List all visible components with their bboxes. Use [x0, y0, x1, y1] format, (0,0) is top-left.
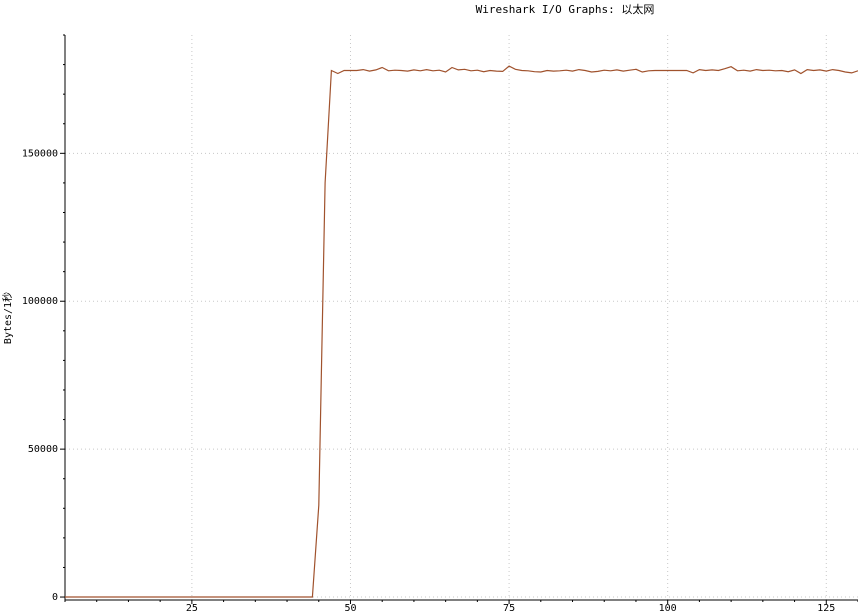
y-tick-label: 50000	[28, 444, 58, 455]
series-layer	[65, 65, 858, 598]
x-tick-label: 100	[659, 603, 677, 613]
x-tick-label: 75	[503, 603, 515, 613]
x-tick-label: 25	[186, 603, 198, 613]
y-tick-label: 100000	[22, 296, 58, 307]
y-tick-label: 150000	[22, 148, 58, 159]
grid-lines	[65, 35, 858, 600]
x-tick-label: 50	[344, 603, 356, 613]
axis-ticks: 25 50 75 100 125 0 50000 100000 150000	[22, 34, 858, 613]
y-axis-label: Bytes/1秒	[1, 292, 14, 344]
series-line-0	[65, 65, 858, 598]
y-tick-label: 0	[52, 592, 58, 603]
chart-title: Wireshark I/O Graphs: 以太网	[476, 3, 655, 16]
x-tick-label: 125	[817, 603, 835, 613]
